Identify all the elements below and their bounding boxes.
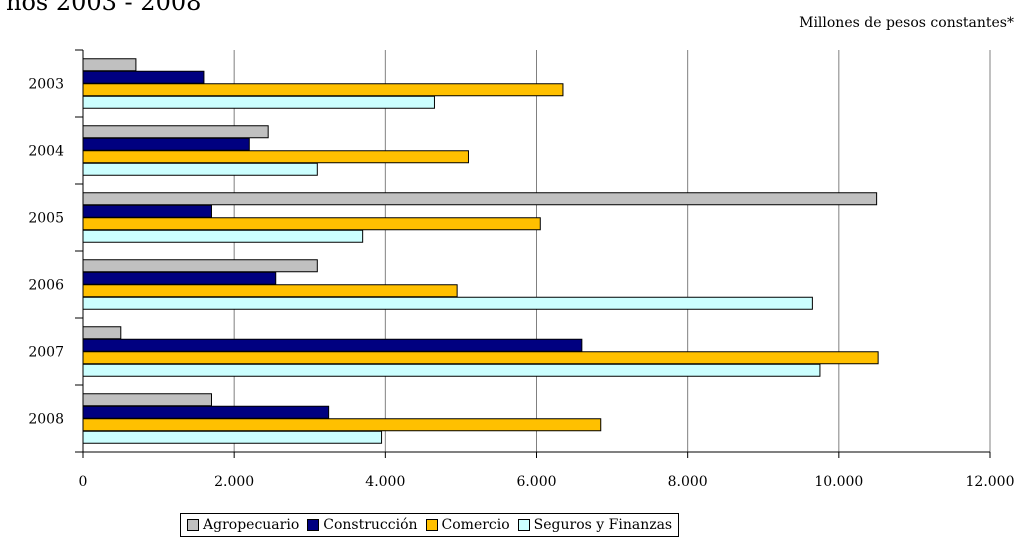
bar-construccion-2005: [82, 204, 212, 218]
bar-agropecuario-2004: [82, 125, 269, 139]
chart-legend: Agropecuario Construcción Comercio Seguros …: [180, 513, 680, 537]
legend-swatch: [187, 519, 199, 531]
y-tick-label-2005: 2005: [28, 211, 64, 227]
bar-comercio-2004: [82, 150, 469, 164]
legend-label: Agropecuario: [203, 517, 300, 533]
legend-item-construccion: Construcción: [307, 517, 418, 533]
bar-comercio-2005: [82, 217, 541, 231]
legend-label: Construcción: [323, 517, 418, 533]
bar-comercio-2007: [82, 351, 879, 365]
legend-swatch: [307, 519, 320, 531]
x-tick-label: 6.000: [516, 474, 556, 490]
chart-title: ños 2003 - 2008: [6, 0, 202, 16]
bar-seguros-y-finanzas-2004: [82, 162, 318, 176]
y-tick-label-2008: 2008: [28, 412, 64, 428]
bar-seguros-y-finanzas-2008: [82, 430, 383, 444]
x-tick-label: 4.000: [365, 474, 405, 490]
y-tick-label-2003: 2003: [28, 77, 64, 93]
units-note: Millones de pesos constantes*: [799, 15, 1014, 31]
bar-construccion-2004: [82, 137, 250, 151]
legend-item-seguros-y-finanzas: Seguros y Finanzas: [517, 517, 673, 533]
legend-swatch: [425, 519, 438, 531]
y-tick-label-2007: 2007: [28, 345, 64, 361]
bar-construccion-2007: [82, 338, 583, 352]
bar-agropecuario-2006: [82, 259, 318, 273]
x-tick-label: 12.000: [966, 474, 1015, 490]
legend-item-agropecuario: Agropecuario: [187, 517, 299, 533]
bar-seguros-y-finanzas-2006: [82, 296, 813, 310]
bar-construccion-2006: [82, 271, 277, 285]
bar-seguros-y-finanzas-2005: [82, 229, 364, 243]
bar-comercio-2006: [82, 284, 458, 298]
legend-label: Comercio: [441, 517, 510, 533]
bar-chart: 2003 2004 2005 2006 2007 2008 0 2.000 4.000 6.000…: [28, 49, 1015, 490]
legend-label: Seguros y Finanzas: [533, 517, 673, 533]
bar-agropecuario-2007: [82, 326, 122, 340]
bar-agropecuario-2005: [82, 192, 878, 206]
x-tick-label: 8.000: [668, 474, 708, 490]
x-tick-label: 0: [79, 474, 88, 490]
legend-swatch: [517, 519, 530, 531]
y-tick-label-2004: 2004: [28, 144, 64, 160]
bar-agropecuario-2008: [82, 393, 212, 407]
x-tick-label: 2.000: [214, 474, 254, 490]
bar-seguros-y-finanzas-2007: [82, 363, 821, 377]
bar-agropecuario-2003: [82, 58, 137, 72]
bar-comercio-2008: [82, 418, 602, 432]
bar-seguros-y-finanzas-2003: [82, 95, 435, 109]
bar-construccion-2008: [82, 405, 330, 419]
bar-construccion-2003: [82, 70, 205, 84]
x-tick-label: 10.000: [814, 474, 863, 490]
y-tick-label-2006: 2006: [28, 278, 64, 294]
legend-item-comercio: Comercio: [425, 517, 510, 533]
bar-comercio-2003: [82, 83, 564, 97]
